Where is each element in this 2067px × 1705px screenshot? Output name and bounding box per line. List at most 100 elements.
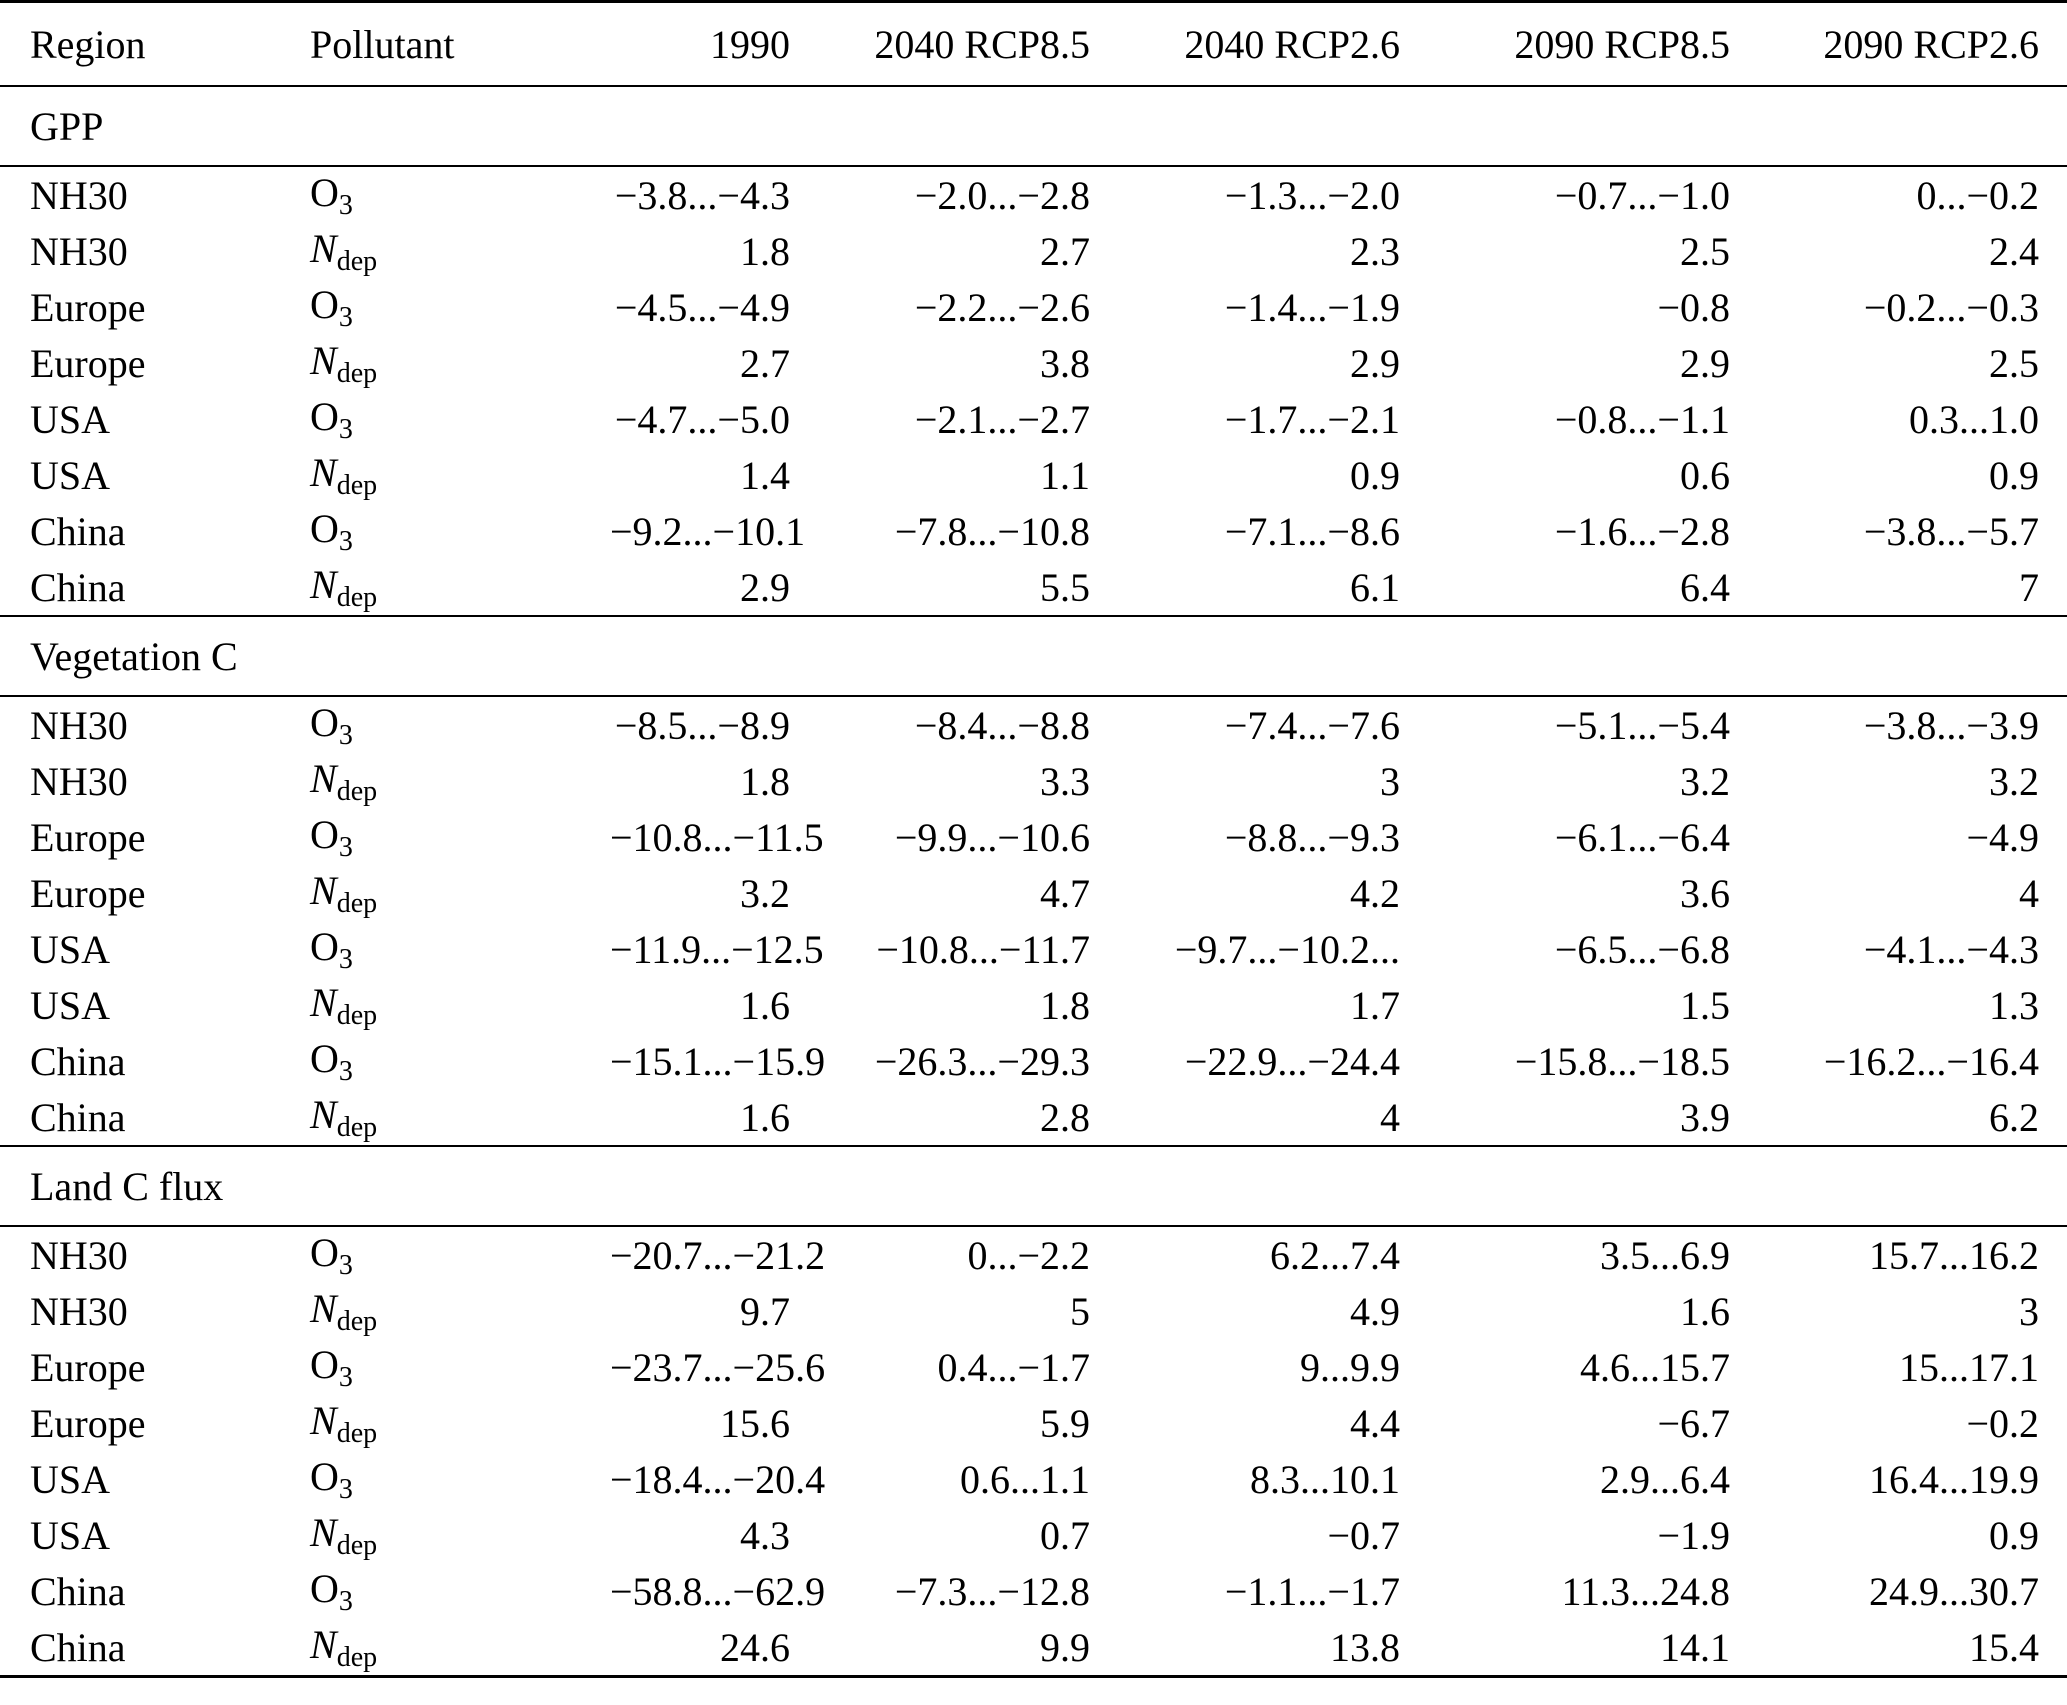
pollutant-symbol: O: [310, 393, 339, 439]
region-cell: Europe: [30, 340, 146, 386]
pollutant-subscript: dep: [336, 581, 378, 613]
value-2040-rcp85: 9.9: [1040, 1624, 1090, 1670]
value-2090-rcp85: 6.4: [1680, 564, 1730, 610]
table-row: China O3 −15.1...−15.9 −26.3...−29.3 −22…: [0, 1033, 2067, 1089]
pollutant-cell: Ndep: [310, 977, 610, 1033]
value-2040-rcp26: −7.1...−8.6: [1224, 508, 1400, 554]
section-title: Vegetation C: [0, 615, 2067, 697]
col-header-2090-rcp26: 2090 RCP2.6: [1730, 1, 2067, 87]
value-2090-rcp26: 1.3: [1989, 982, 2039, 1028]
value-2090-rcp26: 2.4: [1989, 228, 2039, 274]
value-2040-rcp26: 4.2: [1350, 870, 1400, 916]
value-2090-rcp85: −0.8: [1657, 284, 1730, 330]
header-row: Region Pollutant 1990 2040 RCP8.5 2040 R…: [0, 1, 2067, 87]
region-cell: USA: [30, 452, 111, 498]
pollutant-subscript: dep: [336, 469, 378, 501]
value-2040-rcp26: 4.4: [1350, 1400, 1400, 1446]
value-2090-rcp85: 11.3...24.8: [1561, 1568, 1730, 1614]
region-cell: Europe: [30, 284, 146, 330]
pollutant-cell: Ndep: [310, 223, 610, 279]
pollutant-subscript: 3: [338, 943, 353, 975]
pollutant-symbol: O: [310, 169, 339, 215]
value-2040-rcp26: −1.4...−1.9: [1224, 284, 1400, 330]
section-title-row: Land C flux: [0, 1145, 2067, 1227]
pollutant-cell: Ndep: [310, 1283, 610, 1339]
value-1990: 1.6: [740, 982, 790, 1028]
col-header-2040-rcp26: 2040 RCP2.6: [1090, 1, 1400, 87]
value-2090-rcp85: 3.5...6.9: [1600, 1232, 1730, 1278]
value-1990: 1.4: [740, 452, 790, 498]
region-cell: NH30: [30, 1232, 128, 1278]
pollutant-subscript: dep: [336, 1111, 378, 1143]
col-header-2090-rcp85: 2090 RCP8.5: [1400, 1, 1730, 87]
region-cell: Europe: [30, 814, 146, 860]
pollutant-symbol: O: [310, 923, 339, 969]
value-2040-rcp85: −9.9...−10.6: [894, 814, 1090, 860]
value-1990: 3.2: [740, 870, 790, 916]
value-2040-rcp85: 3.8: [1040, 340, 1090, 386]
pollutant-subscript: 3: [338, 1585, 353, 1617]
value-2090-rcp85: 1.5: [1680, 982, 1730, 1028]
pollutant-subscript: dep: [336, 1529, 378, 1561]
value-1990: 24.6: [720, 1624, 790, 1670]
pollutant-subscript: dep: [336, 775, 378, 807]
pollutant-cell: O3: [310, 1033, 610, 1089]
pollutant-symbol: N: [310, 1509, 337, 1555]
value-2040-rcp85: 5.5: [1040, 564, 1090, 610]
value-2090-rcp85: −1.9: [1657, 1512, 1730, 1558]
value-2090-rcp26: −4.1...−4.3: [1863, 926, 2039, 972]
table-row: Europe Ndep 3.2 4.7 4.2 3.6 4: [0, 865, 2067, 921]
region-cell: China: [30, 508, 126, 554]
pollutant-subscript: dep: [336, 999, 378, 1031]
pollutant-symbol: N: [310, 1621, 337, 1667]
pollutant-subscript: dep: [336, 245, 378, 277]
region-cell: NH30: [30, 228, 128, 274]
table-row: USA O3 −18.4...−20.4 0.6...1.1 8.3...10.…: [0, 1451, 2067, 1507]
value-2040-rcp85: 5.9: [1040, 1400, 1090, 1446]
pollutant-subscript: 3: [338, 525, 353, 557]
table-row: China Ndep 24.6 9.9 13.8 14.1 15.4: [0, 1619, 2067, 1677]
value-1990: 1.8: [740, 228, 790, 274]
section-title: GPP: [0, 85, 2067, 167]
value-1990: −9.2...−10.1: [610, 508, 806, 554]
region-cell: NH30: [30, 1288, 128, 1334]
value-2090-rcp85: −0.8...−1.1: [1554, 396, 1730, 442]
value-2040-rcp26: 0.9: [1350, 452, 1400, 498]
table-row: Europe Ndep 15.6 5.9 4.4 −6.7 −0.2: [0, 1395, 2067, 1451]
value-2090-rcp26: −16.2...−16.4: [1823, 1038, 2039, 1084]
table-row: USA Ndep 4.3 0.7 −0.7 −1.9 0.9: [0, 1507, 2067, 1563]
table-row: USA O3 −11.9...−12.5 −10.8...−11.7 −9.7.…: [0, 921, 2067, 977]
value-1990: −3.8...−4.3: [614, 172, 790, 218]
region-cell: China: [30, 1568, 126, 1614]
value-2040-rcp26: −22.9...−24.4: [1184, 1038, 1400, 1084]
value-2090-rcp26: −0.2: [1966, 1400, 2039, 1446]
pollutant-cell: Ndep: [310, 1395, 610, 1451]
value-2090-rcp85: −1.6...−2.8: [1554, 508, 1730, 554]
pollutant-cell: Ndep: [310, 1507, 610, 1563]
pollutant-symbol: O: [310, 505, 339, 551]
value-2040-rcp85: 1.8: [1040, 982, 1090, 1028]
value-2040-rcp26: 1.7: [1350, 982, 1400, 1028]
value-2090-rcp26: 0.9: [1989, 452, 2039, 498]
pollutant-subscript: 3: [338, 1361, 353, 1393]
value-2090-rcp26: 0.3...1.0: [1909, 396, 2039, 442]
value-1990: 1.8: [740, 758, 790, 804]
table-row: USA O3 −4.7...−5.0 −2.1...−2.7 −1.7...−2…: [0, 391, 2067, 447]
value-2090-rcp26: −4.9: [1966, 814, 2039, 860]
value-1990: 9.7: [740, 1288, 790, 1334]
value-2090-rcp26: −0.2...−0.3: [1863, 284, 2039, 330]
col-header-pollutant: Pollutant: [310, 1, 610, 87]
region-cell: China: [30, 1624, 126, 1670]
region-cell: China: [30, 1094, 126, 1140]
value-2040-rcp26: 3: [1380, 758, 1400, 804]
pollutant-symbol: O: [310, 699, 339, 745]
value-2040-rcp85: −2.2...−2.6: [914, 284, 1090, 330]
pollutant-cell: O3: [310, 1226, 610, 1283]
value-1990: −20.7...−21.2: [610, 1232, 826, 1278]
col-header-region: Region: [0, 1, 310, 87]
pollutant-subscript: 3: [338, 1249, 353, 1281]
value-1990: −10.8...−11.5: [610, 814, 824, 860]
value-1990: −11.9...−12.5: [610, 926, 824, 972]
value-2090-rcp26: −3.8...−5.7: [1863, 508, 2039, 554]
